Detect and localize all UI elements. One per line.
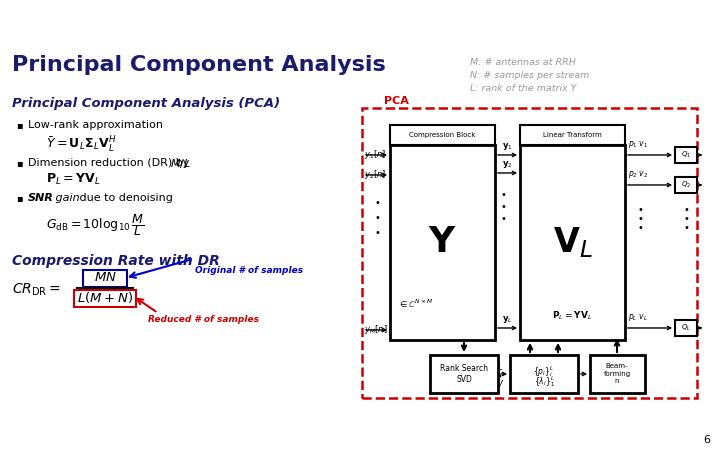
Text: ▪: ▪ [16,158,22,168]
Text: gain: gain [52,193,80,203]
Text: $p_L\ v_L$: $p_L\ v_L$ [628,312,648,323]
Text: M: # antennas at RRH: M: # antennas at RRH [470,58,576,67]
Text: •: • [500,190,506,200]
Text: Principal Component Analysis: Principal Component Analysis [12,55,386,75]
Text: •: • [637,214,643,224]
Text: $y_1[n]$: $y_1[n]$ [364,148,386,162]
Text: •: • [374,228,380,238]
Text: N: # samples per stream: N: # samples per stream [470,71,590,80]
Text: $\mathbf{P}_L = \mathbf{Y}\mathbf{V}_L$: $\mathbf{P}_L = \mathbf{Y}\mathbf{V}_L$ [552,310,593,322]
Text: $Q_L$: $Q_L$ [681,323,691,333]
Text: $\{p_i\}_i^L$: $\{p_i\}_i^L$ [534,364,554,379]
Text: $\mathbf{y}_2$: $\mathbf{y}_2$ [502,159,513,170]
Text: Beam-
forming
n: Beam- forming n [603,364,631,384]
Text: $\mathbf{y}_1$: $\mathbf{y}_1$ [502,141,513,152]
Bar [675,177,697,193]
Text: ▪: ▪ [16,120,22,130]
Text: •: • [683,223,689,233]
Text: Reduced # of samples: Reduced # of samples [148,315,259,324]
Text: ▪: ▪ [16,193,22,203]
Text: $MN$: $MN$ [94,271,117,284]
Text: $\mathbf{V}_L$: $\mathbf{V}_L$ [553,225,593,260]
Text: $\{\lambda_i\}_1^L$: $\{\lambda_i\}_1^L$ [534,374,554,389]
Text: •: • [500,214,506,224]
Bar [390,145,495,340]
Text: •: • [683,214,689,224]
Text: Rank Search
SVD: Rank Search SVD [440,364,488,384]
Bar [590,355,645,393]
Bar [675,147,697,163]
Bar [430,355,498,393]
Bar [675,320,697,336]
Text: $y_M[n]$: $y_M[n]$ [364,324,387,337]
Text: $p_1\ v_1$: $p_1\ v_1$ [628,139,649,150]
Text: •: • [637,205,643,215]
Text: •: • [374,213,380,223]
Text: due to denoising: due to denoising [76,193,173,203]
Text: $\mathbf{Y}$: $\mathbf{Y}$ [428,225,457,260]
Text: WHAT STARTS HERE CHANGES THE WORLD: WHAT STARTS HERE CHANGES THE WORLD [503,21,709,30]
Bar [520,145,625,340]
Text: •: • [500,202,506,212]
Text: $L$: $L$ [497,361,503,372]
Text: — AT AUSTIN —: — AT AUSTIN — [12,41,50,46]
Text: Low-rank approximation: Low-rank approximation [28,120,163,130]
Text: Original # of samples: Original # of samples [195,266,303,275]
Text: L: rank of the matrix Y: L: rank of the matrix Y [470,84,577,93]
Text: TEXAS: TEXAS [12,24,73,42]
Text: $\mathbf{y}_L$: $\mathbf{y}_L$ [503,314,513,325]
Text: $Q_1$: $Q_1$ [681,150,691,160]
Text: •: • [637,223,643,233]
Text: PCA: PCA [384,96,409,106]
Text: $G_{\mathrm{dB}} = 10\log_{10}\dfrac{M}{L}$: $G_{\mathrm{dB}} = 10\log_{10}\dfrac{M}{… [46,212,144,238]
Text: •: • [683,205,689,215]
Bar [520,125,625,145]
Text: Linear Transform: Linear Transform [543,132,602,138]
Text: Principal Component Analysis (PCA): Principal Component Analysis (PCA) [12,97,280,110]
Text: Compression Rate with DR: Compression Rate with DR [12,254,220,268]
Bar [390,125,495,145]
Text: THE UNIVERSITY OF: THE UNIVERSITY OF [12,9,71,14]
Text: 6: 6 [703,435,710,445]
Bar [74,290,136,307]
Text: $L(M+N)$: $L(M+N)$ [77,291,133,306]
Text: $\mathbf{P}_L = \mathbf{Y}\mathbf{V}_L$: $\mathbf{P}_L = \mathbf{Y}\mathbf{V}_L$ [46,172,101,187]
Text: $Q_2$: $Q_2$ [681,180,691,190]
Bar [83,270,127,287]
Text: $\in \mathbb{C}^{N\times M}$: $\in \mathbb{C}^{N\times M}$ [398,297,433,310]
Text: Dimension reduction (DR) by: Dimension reduction (DR) by [28,158,189,168]
Text: Compression Block: Compression Block [409,132,476,138]
Text: $p_2\ v_2$: $p_2\ v_2$ [628,169,649,180]
Text: WCNC: WCNC [115,22,137,27]
Text: $y_2[n]$: $y_2[n]$ [364,168,386,181]
Text: $\bar{Y} = \mathbf{U}_L \mathbf{\Sigma}_L \mathbf{V}_L^H$: $\bar{Y} = \mathbf{U}_L \mathbf{\Sigma}_… [46,134,117,154]
Text: $V$: $V$ [496,378,504,389]
Bar [362,108,697,398]
Text: $M/L$: $M/L$ [170,157,191,170]
Text: SNR: SNR [28,193,54,203]
Text: $CR_{\mathrm{DR}} = $: $CR_{\mathrm{DR}} = $ [12,282,60,298]
Bar [510,355,578,393]
Text: •: • [374,198,380,208]
